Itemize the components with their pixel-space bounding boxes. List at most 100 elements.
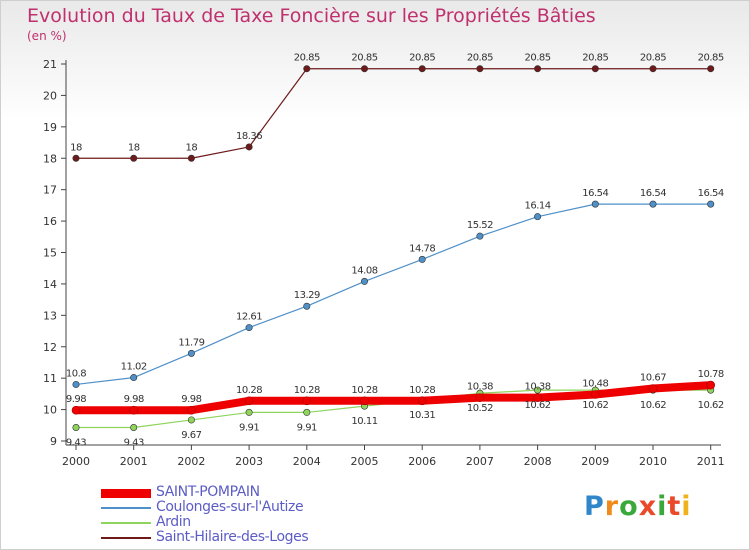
x-tick-label: 2011 xyxy=(697,455,725,468)
logo-letter: o xyxy=(619,491,639,522)
logo-letter: i xyxy=(657,491,668,522)
data-point xyxy=(417,396,427,406)
y-tick-label: 21 xyxy=(43,58,57,71)
data-label: 18.36 xyxy=(236,131,262,142)
line-chart: 9 10 11 12 13 14 15 16 17 18 19 20 21 2000 2001 2002 200… xyxy=(43,53,725,468)
data-label: 14.08 xyxy=(351,265,377,276)
y-tick-label: 10 xyxy=(43,404,57,417)
chart-title: Evolution du Taux de Taxe Foncière sur l… xyxy=(27,5,596,27)
legend-swatch xyxy=(101,488,151,498)
data-label: 20.85 xyxy=(409,53,435,64)
data-point xyxy=(187,416,195,424)
x-tick-label: 2001 xyxy=(120,455,148,468)
data-label: 9.98 xyxy=(66,394,86,405)
data-label: 18 xyxy=(70,142,82,153)
legend: SAINT-POMPAIN Coulonges-sur-l'Autize Ardin… xyxy=(101,484,361,545)
data-point xyxy=(418,65,426,73)
data-point xyxy=(72,154,80,162)
legend-label: SAINT-POMPAIN xyxy=(156,484,260,500)
data-label: 13.29 xyxy=(294,290,320,301)
legend-item: Saint-Hilaire-des-Loges xyxy=(101,529,361,545)
x-tick-label: 2009 xyxy=(581,455,609,468)
data-point xyxy=(533,393,542,402)
data-label: 10.67 xyxy=(640,373,666,384)
data-point xyxy=(187,349,195,357)
data-label: 9.91 xyxy=(239,422,259,433)
data-point xyxy=(534,213,542,221)
x-tick-label: 2005 xyxy=(351,455,379,468)
data-label: 10.31 xyxy=(409,410,435,421)
legend-item: Coulonges-sur-l'Autize xyxy=(101,499,361,515)
data-label: 10.38 xyxy=(467,382,493,393)
data-label: 10.28 xyxy=(236,385,262,396)
legend-item: SAINT-POMPAIN xyxy=(101,484,361,500)
data-point xyxy=(591,200,599,208)
data-label: 18 xyxy=(186,142,198,153)
legend-swatch xyxy=(101,522,151,524)
y-tick-label: 16 xyxy=(43,215,57,228)
data-point xyxy=(71,405,81,415)
data-label: 12.61 xyxy=(236,312,262,323)
data-point xyxy=(303,302,311,310)
x-tick-label: 2000 xyxy=(62,455,90,468)
data-label: 10.28 xyxy=(409,385,435,396)
data-label: 11.02 xyxy=(121,362,147,373)
data-label: 20.85 xyxy=(582,53,608,64)
data-label: 9.43 xyxy=(124,437,144,448)
data-point xyxy=(591,65,599,73)
legend-label: Saint-Hilaire-des-Loges xyxy=(156,529,309,545)
data-label: 14.78 xyxy=(409,243,435,254)
data-label: 10.62 xyxy=(525,400,551,411)
series-line xyxy=(76,68,711,159)
data-label: 20.85 xyxy=(294,53,320,64)
y-tick-label: 18 xyxy=(43,152,57,165)
y-axis-unit: (en %) xyxy=(27,29,67,43)
data-point xyxy=(187,405,196,415)
data-point xyxy=(129,405,138,415)
data-label: 10.38 xyxy=(525,382,551,393)
data-point xyxy=(360,65,368,73)
data-point xyxy=(649,200,657,208)
data-label: 16.54 xyxy=(582,188,608,199)
legend-swatch xyxy=(101,507,151,509)
x-tick-label: 2008 xyxy=(524,455,552,468)
data-point xyxy=(245,324,253,332)
data-label: 16.54 xyxy=(640,188,666,199)
data-label: 20.85 xyxy=(351,53,377,64)
y-tick-label: 14 xyxy=(43,278,57,291)
data-point xyxy=(302,396,312,406)
x-tick-label: 2002 xyxy=(177,455,205,468)
y-tick-label: 15 xyxy=(43,247,57,260)
data-point xyxy=(130,374,138,382)
data-point xyxy=(245,408,253,416)
x-tick-label: 2004 xyxy=(293,455,321,468)
data-label: 10.52 xyxy=(467,403,493,414)
data-point xyxy=(360,396,369,406)
data-label: 20.85 xyxy=(467,53,493,64)
logo-letter: x xyxy=(638,491,658,522)
data-point xyxy=(130,423,138,431)
data-label: 20.85 xyxy=(640,53,666,64)
data-point xyxy=(706,380,716,390)
data-label: 18 xyxy=(128,142,140,153)
data-label: 9.98 xyxy=(124,394,144,405)
x-tick-label: 2006 xyxy=(408,455,436,468)
data-point xyxy=(476,65,484,73)
data-label: 9.67 xyxy=(181,430,201,441)
data-label: 16.54 xyxy=(698,188,724,199)
data-label: 10.62 xyxy=(698,400,724,411)
data-label: 16.14 xyxy=(525,201,551,212)
legend-label: Coulonges-sur-l'Autize xyxy=(156,499,304,515)
y-tick-label: 13 xyxy=(43,309,57,322)
y-tick-label: 19 xyxy=(43,121,57,134)
series-line xyxy=(75,203,711,386)
data-point xyxy=(707,65,715,73)
data-label: 10.28 xyxy=(294,385,320,396)
data-point xyxy=(245,143,253,151)
data-label: 20.85 xyxy=(698,53,724,64)
data-label: 20.85 xyxy=(525,53,551,64)
data-point xyxy=(475,393,485,402)
data-point xyxy=(476,232,484,240)
proxiti-logo: Proxiti xyxy=(584,491,692,522)
data-point xyxy=(649,65,657,73)
